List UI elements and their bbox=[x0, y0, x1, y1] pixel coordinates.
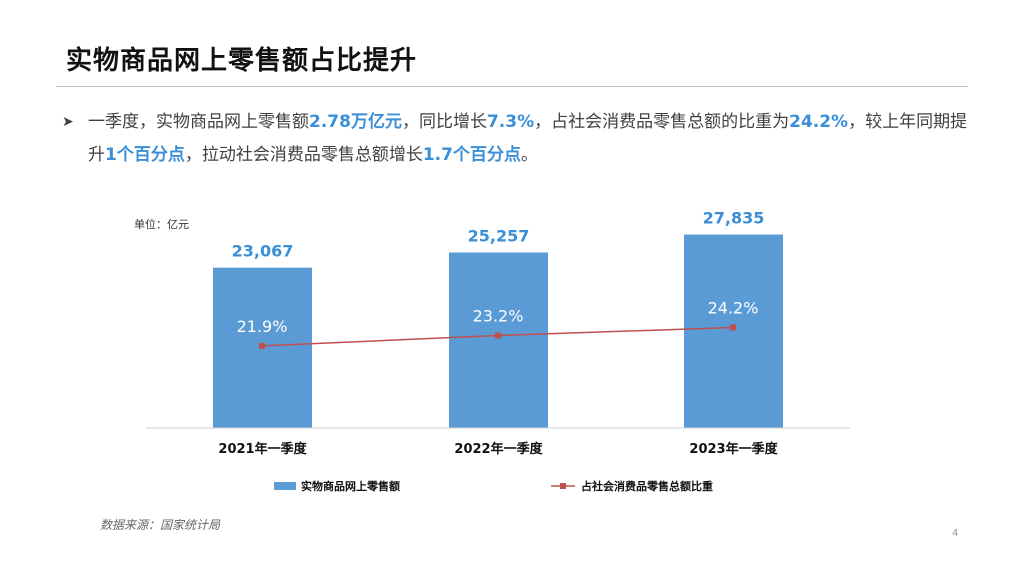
highlight-sales: 2.78万亿元 bbox=[309, 112, 402, 132]
summary-part-2: ，同比增长 bbox=[401, 112, 487, 132]
highlight-share: 24.2% bbox=[789, 112, 849, 132]
bar-3 bbox=[684, 234, 783, 428]
summary-part-5: ，拉动社会消费品零售总额增长 bbox=[184, 145, 423, 165]
bar-2 bbox=[449, 252, 548, 428]
line-point-2 bbox=[495, 332, 501, 339]
title-divider bbox=[56, 86, 968, 87]
summary-part-4: ，较上年同期提升 bbox=[88, 112, 968, 165]
summary-part-6: 。 bbox=[520, 145, 538, 165]
line-point-1 bbox=[259, 342, 265, 349]
line-point-3 bbox=[730, 324, 736, 331]
slide-title: 实物商品网上零售额占比提升 bbox=[66, 46, 418, 76]
line-value-label-1: 21.9% bbox=[237, 317, 288, 336]
unit-label: 单位：亿元 bbox=[134, 217, 189, 231]
bar-value-label-3: 27,835 bbox=[703, 209, 765, 228]
legend-bar-label: 实物商品网上零售额 bbox=[301, 479, 400, 493]
line-value-label-2: 23.2% bbox=[473, 307, 524, 326]
bar-series bbox=[213, 234, 783, 428]
x-tick-label-2: 2022年一季度 bbox=[454, 441, 543, 457]
line-value-label-3: 24.2% bbox=[708, 299, 759, 318]
summary-part-1: 一季度，实物商品网上零售额 bbox=[88, 112, 309, 132]
legend-line-marker bbox=[560, 483, 566, 489]
x-tick-label-3: 2023年一季度 bbox=[689, 441, 778, 457]
line-series bbox=[259, 324, 736, 349]
bar-value-label-1: 23,067 bbox=[232, 242, 294, 261]
summary-bullet: ➤ 一季度，实物商品网上零售额2.78万亿元，同比增长7.3%，占社会消费品零售… bbox=[62, 106, 977, 172]
x-tick-label-1: 2021年一季度 bbox=[218, 441, 307, 457]
legend-bar-swatch bbox=[274, 482, 296, 490]
arrow-bullet-icon: ➤ bbox=[62, 114, 74, 130]
legend-line-label: 占社会消费品零售总额比重 bbox=[581, 479, 713, 493]
data-source: 数据来源：国家统计局 bbox=[100, 518, 221, 532]
highlight-share-increase: 1个百分点 bbox=[105, 145, 185, 165]
data-labels: 23,067 2021年一季度 25,257 2022年一季度 27,835 2023年一… bbox=[218, 209, 778, 493]
page-number: 4 bbox=[952, 528, 959, 539]
bar-value-label-2: 25,257 bbox=[468, 226, 530, 245]
highlight-contribution: 1.7个百分点 bbox=[422, 145, 521, 165]
summary-text: 一季度，实物商品网上零售额2.78万亿元，同比增长7.3%，占社会消费品零售总额… bbox=[88, 106, 977, 172]
summary-part-3: ，占社会消费品零售总额的比重为 bbox=[534, 112, 790, 132]
highlight-growth: 7.3% bbox=[486, 112, 535, 132]
